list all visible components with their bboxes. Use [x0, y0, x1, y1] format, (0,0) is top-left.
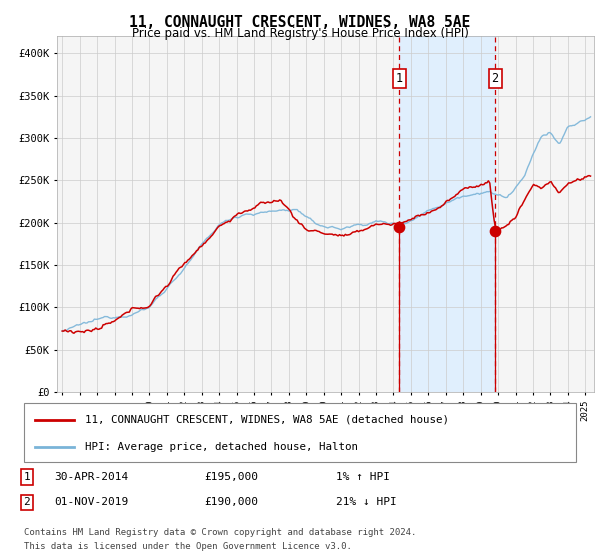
Text: Price paid vs. HM Land Registry's House Price Index (HPI): Price paid vs. HM Land Registry's House …	[131, 27, 469, 40]
Text: £190,000: £190,000	[204, 497, 258, 507]
Text: This data is licensed under the Open Government Licence v3.0.: This data is licensed under the Open Gov…	[24, 542, 352, 551]
Text: £195,000: £195,000	[204, 472, 258, 482]
Text: HPI: Average price, detached house, Halton: HPI: Average price, detached house, Halt…	[85, 442, 358, 452]
Text: 21% ↓ HPI: 21% ↓ HPI	[336, 497, 397, 507]
Text: 1% ↑ HPI: 1% ↑ HPI	[336, 472, 390, 482]
Text: 11, CONNAUGHT CRESCENT, WIDNES, WA8 5AE (detached house): 11, CONNAUGHT CRESCENT, WIDNES, WA8 5AE …	[85, 414, 449, 424]
Text: 1: 1	[395, 72, 403, 85]
Point	[394, 222, 404, 231]
Text: Contains HM Land Registry data © Crown copyright and database right 2024.: Contains HM Land Registry data © Crown c…	[24, 528, 416, 536]
Bar	[399, 36, 495, 392]
Text: 01-NOV-2019: 01-NOV-2019	[54, 497, 128, 507]
Text: 2: 2	[491, 72, 499, 85]
Text: 1: 1	[23, 472, 31, 482]
FancyBboxPatch shape	[24, 403, 576, 462]
Text: 11, CONNAUGHT CRESCENT, WIDNES, WA8 5AE: 11, CONNAUGHT CRESCENT, WIDNES, WA8 5AE	[130, 15, 470, 30]
Text: 2: 2	[23, 497, 31, 507]
Point	[490, 227, 500, 236]
Text: 30-APR-2014: 30-APR-2014	[54, 472, 128, 482]
